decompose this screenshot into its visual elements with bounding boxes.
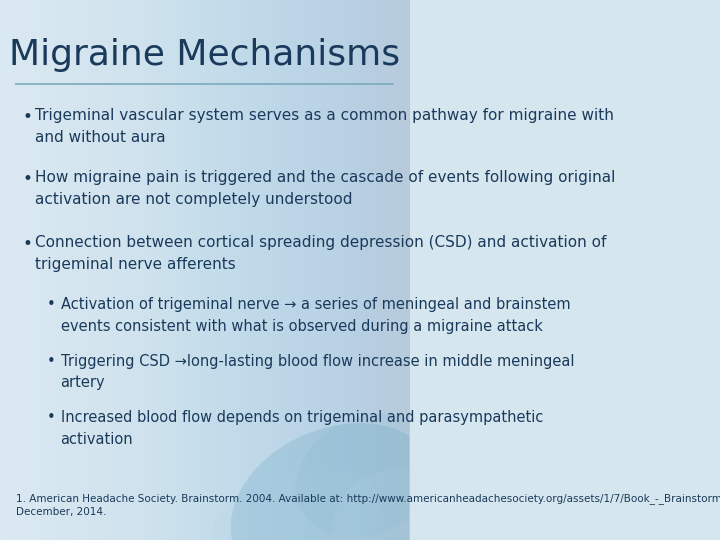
Ellipse shape [332, 468, 445, 540]
Ellipse shape [210, 466, 379, 540]
Text: •: • [22, 170, 32, 188]
Text: Triggering CSD →long-lasting blood flow increase in middle meningeal
artery: Triggering CSD →long-lasting blood flow … [60, 354, 574, 390]
Text: 1. American Headache Society. Brainstorm. 2004. Available at: http://www.america: 1. American Headache Society. Brainstorm… [17, 493, 720, 517]
Text: Increased blood flow depends on trigeminal and parasympathetic
activation: Increased blood flow depends on trigemin… [60, 410, 543, 447]
Text: •: • [47, 354, 56, 369]
Text: •: • [22, 235, 32, 253]
Text: •: • [47, 297, 56, 312]
Text: How migraine pain is triggered and the cascade of events following original
acti: How migraine pain is triggered and the c… [35, 170, 615, 207]
Text: Connection between cortical spreading depression (CSD) and activation of
trigemi: Connection between cortical spreading de… [35, 235, 606, 272]
Text: Trigeminal vascular system serves as a common pathway for migraine with
and with: Trigeminal vascular system serves as a c… [35, 108, 613, 145]
Ellipse shape [296, 414, 441, 537]
Text: Migraine Mechanisms: Migraine Mechanisms [9, 38, 400, 72]
Ellipse shape [230, 423, 441, 540]
Text: Activation of trigeminal nerve → a series of meningeal and brainstem
events cons: Activation of trigeminal nerve → a serie… [60, 297, 570, 334]
Text: •: • [22, 108, 32, 126]
Text: •: • [47, 410, 56, 426]
